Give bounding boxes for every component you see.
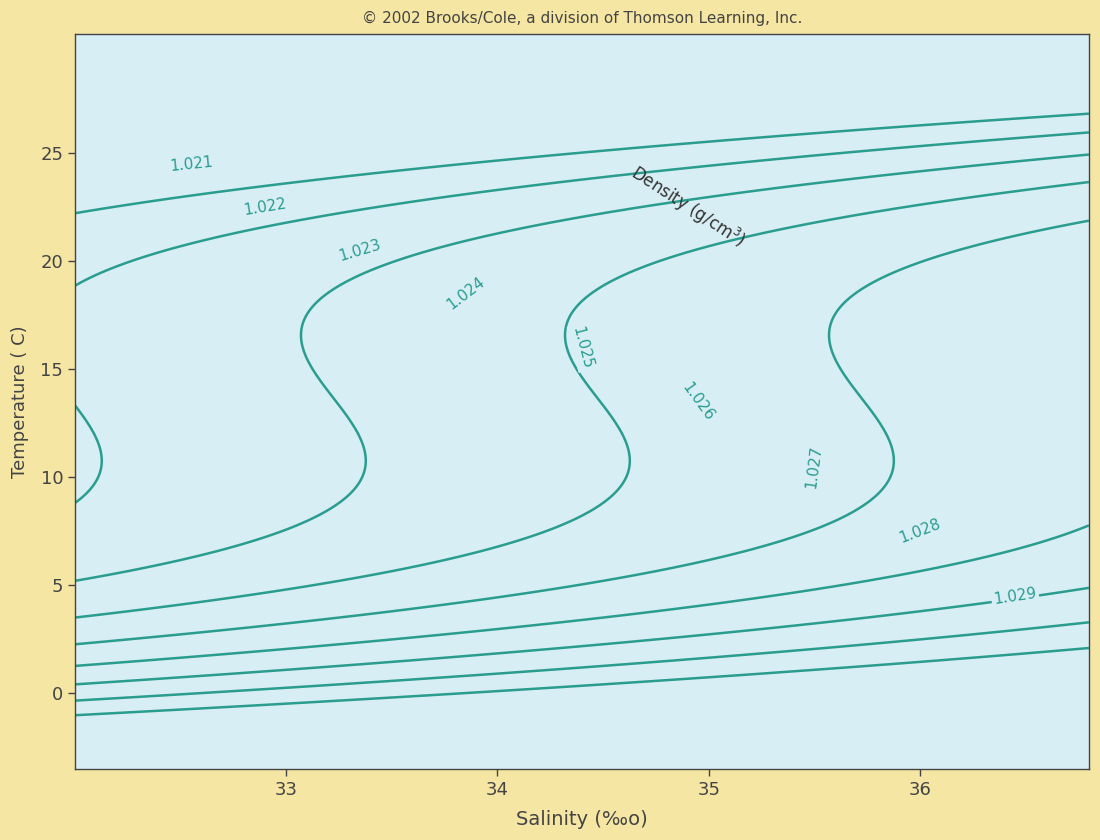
Text: 1.028: 1.028 [896,517,943,546]
Title: © 2002 Brooks/Cole, a division of Thomson Learning, Inc.: © 2002 Brooks/Cole, a division of Thomso… [362,11,802,26]
Y-axis label: Temperature ( C): Temperature ( C) [11,325,29,478]
Text: Density (g/cm$^3$): Density (g/cm$^3$) [626,161,749,253]
Text: 1.023: 1.023 [338,237,383,264]
Text: 1.022: 1.022 [242,197,288,218]
Text: 1.024: 1.024 [444,275,487,312]
Text: 1.021: 1.021 [168,155,213,174]
Text: 1.026: 1.026 [679,380,717,423]
X-axis label: Salinity (‰o): Salinity (‰o) [516,810,648,829]
Text: 1.029: 1.029 [992,585,1037,606]
Text: 1.025: 1.025 [569,325,595,370]
Text: 1.027: 1.027 [804,444,825,489]
